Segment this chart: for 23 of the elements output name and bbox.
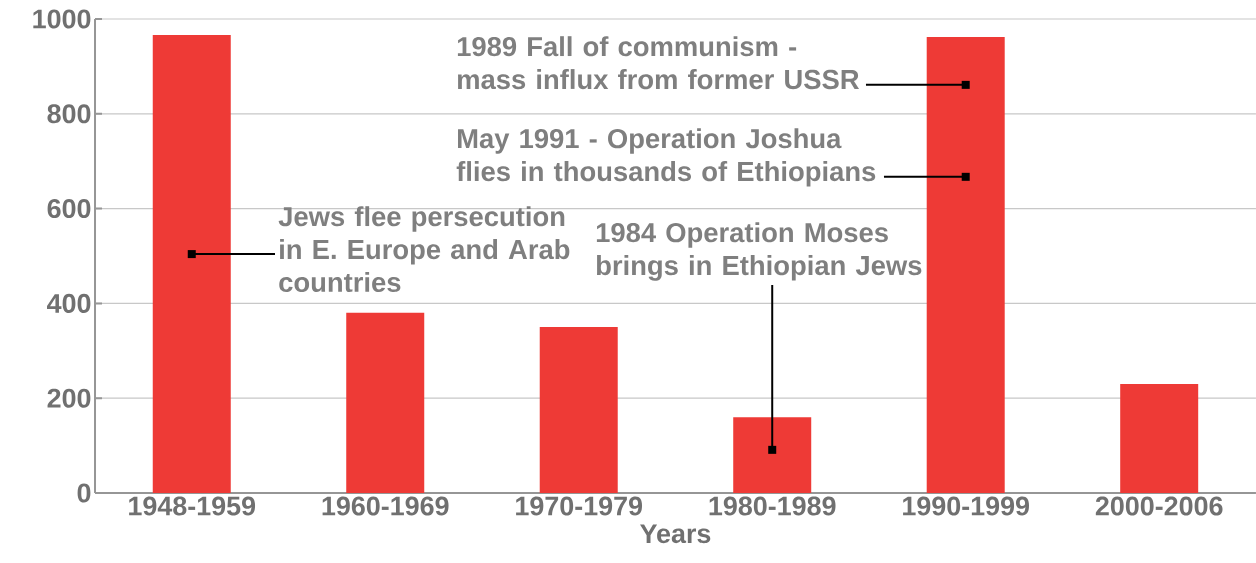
x-tick-label: 2000-2006 bbox=[1095, 496, 1223, 516]
y-tick-label: 400 bbox=[47, 293, 91, 313]
annotation: 1984 Operation Moses brings in Ethiopian Jews bbox=[596, 222, 922, 281]
y-tick-label: 1000 bbox=[33, 9, 91, 29]
annotation: Jews flee persecution in E. Europe and Arab countries bbox=[278, 206, 570, 293]
y-tick-label: 800 bbox=[47, 104, 91, 124]
x-tick-label: 1990-1999 bbox=[903, 496, 1030, 516]
annotation: May 1991 - Operation Joshua flies in thousands of Ethiopians bbox=[456, 128, 876, 187]
bar bbox=[152, 35, 231, 493]
x-tick-label: 1980-1989 bbox=[709, 496, 836, 516]
x-axis-title: Years bbox=[640, 524, 711, 544]
x-tick-label: 1960-1969 bbox=[322, 496, 449, 516]
x-tick-label: 1970-1979 bbox=[516, 496, 643, 516]
bar bbox=[346, 312, 425, 493]
y-tick-label: 600 bbox=[47, 199, 91, 219]
x-tick-label: 1948-1959 bbox=[129, 496, 256, 516]
bar bbox=[926, 37, 1005, 493]
y-tick-label: 0 bbox=[77, 483, 91, 503]
annotation: 1989 Fall of communism - mass influx from former USSR bbox=[457, 36, 860, 90]
bar bbox=[1120, 383, 1199, 493]
y-tick-label: 200 bbox=[47, 388, 91, 408]
bar bbox=[539, 327, 618, 493]
bar bbox=[733, 417, 812, 493]
